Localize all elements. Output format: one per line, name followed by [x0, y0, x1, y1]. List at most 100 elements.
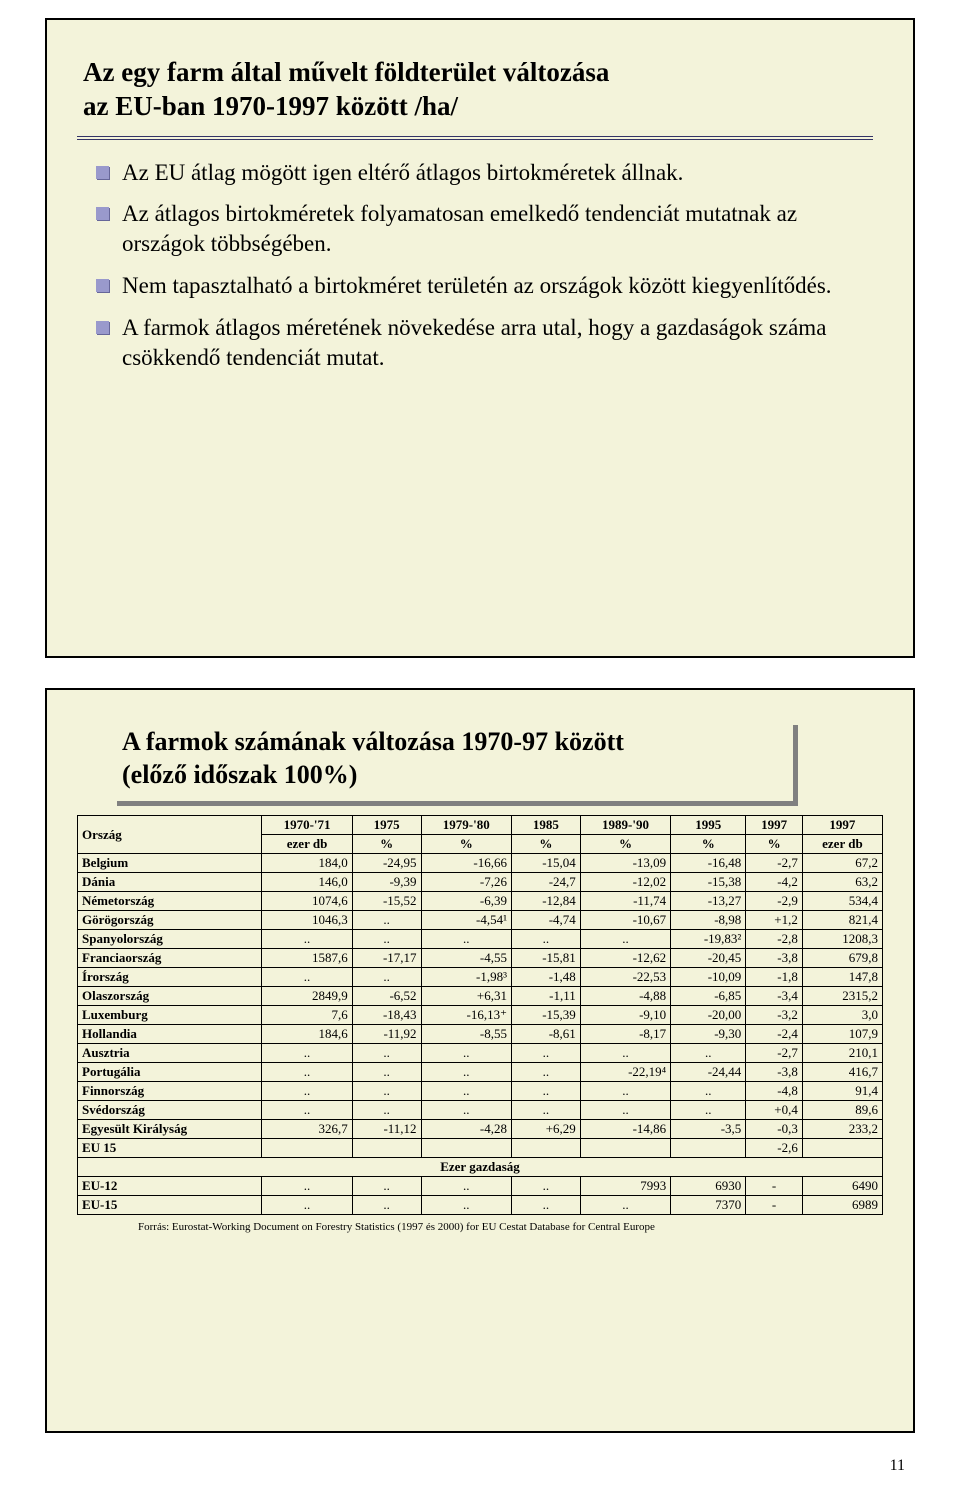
- value-cell: 7993: [580, 1177, 670, 1196]
- slide2-title: A farmok számának változása 1970-97 közö…: [122, 726, 783, 791]
- table-row: EU 15-2,6: [78, 1139, 883, 1158]
- value-cell: ..: [262, 1177, 352, 1196]
- value-cell: 1208,3: [802, 930, 882, 949]
- value-cell: ..: [421, 1044, 511, 1063]
- value-cell: 7370: [671, 1196, 746, 1215]
- table-row: Írország....-1,98³-1,48-22,53-10,09-1,81…: [78, 968, 883, 987]
- value-cell: ..: [352, 911, 421, 930]
- value-cell: ..: [352, 1082, 421, 1101]
- table-row: Görögország1046,3..-4,54¹-4,74-10,67-8,9…: [78, 911, 883, 930]
- value-cell: ..: [352, 1044, 421, 1063]
- value-cell: ..: [262, 1196, 352, 1215]
- value-cell: 6930: [671, 1177, 746, 1196]
- value-cell: 821,4: [802, 911, 882, 930]
- value-cell: [262, 1139, 352, 1158]
- slide1-bullet-1: Az átlagos birtokméretek folyamatosan em…: [92, 199, 873, 259]
- th-3: 1979-'80: [421, 816, 511, 835]
- country-cell: Luxemburg: [78, 1006, 262, 1025]
- page-number: 11: [0, 1457, 905, 1475]
- value-cell: 1074,6: [262, 892, 352, 911]
- value-cell: 6490: [802, 1177, 882, 1196]
- value-cell: 210,1: [802, 1044, 882, 1063]
- slide2-title-line1: A farmok számának változása 1970-97 közö…: [122, 727, 624, 756]
- value-cell: -24,7: [511, 873, 580, 892]
- value-cell: -1,8: [746, 968, 803, 987]
- value-cell: 233,2: [802, 1120, 882, 1139]
- value-cell: -15,04: [511, 854, 580, 873]
- slide1-bullet-3: A farmok átlagos méretének növekedése ar…: [92, 313, 873, 373]
- value-cell: -11,74: [580, 892, 670, 911]
- value-cell: -8,98: [671, 911, 746, 930]
- value-cell: -1,48: [511, 968, 580, 987]
- value-cell: -8,61: [511, 1025, 580, 1044]
- value-cell: -4,55: [421, 949, 511, 968]
- slide1-title-line2: az EU-ban 1970-1997 között /ha/: [83, 91, 458, 121]
- value-cell: ..: [580, 1044, 670, 1063]
- slide2-title-line2: (előző időszak 100%): [122, 760, 357, 789]
- value-cell: ..: [580, 930, 670, 949]
- th-sub-8: ezer db: [802, 835, 882, 854]
- value-cell: -22,19⁴: [580, 1063, 670, 1082]
- value-cell: ..: [262, 968, 352, 987]
- country-cell: Svédország: [78, 1101, 262, 1120]
- th-sub-2: %: [352, 835, 421, 854]
- value-cell: -3,4: [746, 987, 803, 1006]
- value-cell: -1,11: [511, 987, 580, 1006]
- value-cell: -9,39: [352, 873, 421, 892]
- th-7: 1997: [746, 816, 803, 835]
- value-cell: 146,0: [262, 873, 352, 892]
- value-cell: 1046,3: [262, 911, 352, 930]
- country-cell: Dánia: [78, 873, 262, 892]
- value-cell: ..: [262, 1063, 352, 1082]
- value-cell: -20,45: [671, 949, 746, 968]
- value-cell: +6,29: [511, 1120, 580, 1139]
- value-cell: ..: [352, 930, 421, 949]
- value-cell: ..: [671, 1044, 746, 1063]
- table-row: Ausztria............-2,7210,1: [78, 1044, 883, 1063]
- value-cell: -1,98³: [421, 968, 511, 987]
- value-cell: -2,9: [746, 892, 803, 911]
- value-cell: -2,8: [746, 930, 803, 949]
- slide2-title-box: A farmok számának változása 1970-97 közö…: [112, 720, 793, 801]
- country-cell: Belgium: [78, 854, 262, 873]
- value-cell: -4,8: [746, 1082, 803, 1101]
- value-cell: -11,92: [352, 1025, 421, 1044]
- value-cell: -13,09: [580, 854, 670, 873]
- value-cell: -: [746, 1177, 803, 1196]
- th-8: 1997: [802, 816, 882, 835]
- value-cell: 6989: [802, 1196, 882, 1215]
- value-cell: -6,39: [421, 892, 511, 911]
- slide-1: Az egy farm által művelt földterület vál…: [45, 18, 915, 658]
- value-cell: ..: [352, 1177, 421, 1196]
- value-cell: ..: [421, 1082, 511, 1101]
- table-row: Franciaország1587,6-17,17-4,55-15,81-12,…: [78, 949, 883, 968]
- value-cell: -11,12: [352, 1120, 421, 1139]
- value-cell: -10,67: [580, 911, 670, 930]
- value-cell: -2,6: [746, 1139, 803, 1158]
- table-row: Belgium184,0-24,95-16,66-15,04-13,09-16,…: [78, 854, 883, 873]
- value-cell: ..: [671, 1101, 746, 1120]
- value-cell: ..: [421, 1196, 511, 1215]
- table-row: Svédország............+0,489,6: [78, 1101, 883, 1120]
- value-cell: ..: [352, 1101, 421, 1120]
- value-cell: -3,8: [746, 1063, 803, 1082]
- value-cell: -15,52: [352, 892, 421, 911]
- value-cell: [671, 1139, 746, 1158]
- value-cell: -3,8: [746, 949, 803, 968]
- value-cell: 63,2: [802, 873, 882, 892]
- value-cell: ..: [511, 1082, 580, 1101]
- value-cell: -4,74: [511, 911, 580, 930]
- value-cell: 679,8: [802, 949, 882, 968]
- table-row: Németország1074,6-15,52-6,39-12,84-11,74…: [78, 892, 883, 911]
- slide1-title: Az egy farm által művelt földterület vál…: [83, 56, 867, 124]
- value-cell: 326,7: [262, 1120, 352, 1139]
- value-cell: [511, 1139, 580, 1158]
- th-sub-7: %: [746, 835, 803, 854]
- table-body-sub: Ezer gazdaság: [78, 1158, 883, 1177]
- value-cell: 1587,6: [262, 949, 352, 968]
- th-sub-6: %: [671, 835, 746, 854]
- value-cell: ..: [580, 1082, 670, 1101]
- value-cell: ..: [421, 930, 511, 949]
- slide1-title-line1: Az egy farm által művelt földterület vál…: [83, 57, 609, 87]
- value-cell: ..: [352, 968, 421, 987]
